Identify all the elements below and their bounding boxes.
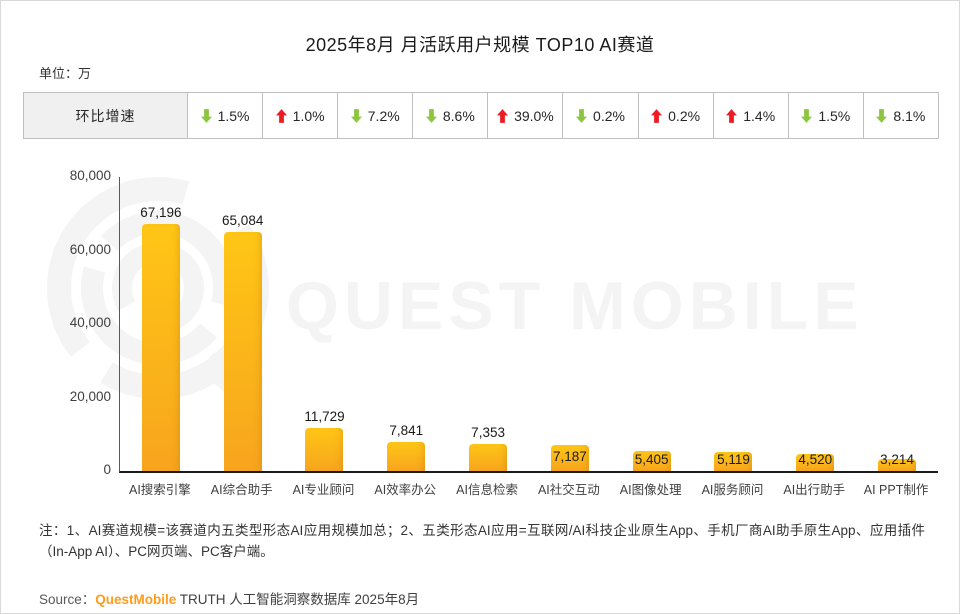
- growth-cell: 7.2%: [337, 93, 413, 138]
- x-axis-label: AI信息检索: [456, 483, 518, 497]
- growth-value: 1.5%: [217, 107, 250, 124]
- growth-cell: 1.5%: [187, 93, 263, 138]
- bar-slot: 11,729: [284, 177, 366, 471]
- y-tick-label: 60,000: [69, 241, 111, 257]
- bar-slot: 5,405: [611, 177, 693, 471]
- bar: [878, 459, 917, 471]
- growth-cell: 8.1%: [862, 93, 938, 138]
- y-tick-label: 80,000: [69, 168, 111, 183]
- bar-slot: 3,214: [856, 177, 938, 471]
- up-arrow-icon: [275, 108, 287, 123]
- bar-value-label: 67,196: [140, 205, 182, 221]
- growth-value: 8.6%: [442, 107, 475, 124]
- bars: 67,196 65,084 11,729 7,841 7,353 7,187 5,405 5,…: [120, 177, 938, 471]
- bar-value-label: 11,729: [304, 408, 345, 424]
- growth-table: 环比增速 1.5% 1.0% 7.2% 8.6% 39.0% 0.2%: [23, 92, 939, 139]
- up-arrow-icon: [651, 108, 663, 123]
- growth-value: 8.1%: [893, 107, 926, 124]
- bar-chart: QUEST MOBILE 0 20,000 40,000 60,000 80,000 6…: [23, 161, 939, 511]
- growth-value: 1.4%: [743, 107, 776, 124]
- down-arrow-icon: [801, 108, 813, 123]
- growth-table-header: 环比增速: [24, 93, 187, 138]
- down-arrow-icon: [350, 108, 362, 123]
- y-axis: 0 20,000 40,000 60,000 80,000: [23, 168, 111, 477]
- bar-slot: 7,353: [447, 177, 529, 471]
- growth-cell: 8.6%: [412, 93, 488, 138]
- bar: [469, 444, 508, 471]
- page-title: 2025年8月 月活跃用户规模 TOP10 AI赛道: [305, 35, 655, 55]
- bar-value-label: 65,084: [222, 212, 264, 228]
- bar-slot: 5,119: [693, 177, 775, 471]
- unit-label: 单位：万: [39, 66, 92, 81]
- bar-slot: 65,084: [202, 177, 284, 471]
- up-arrow-icon: [497, 108, 509, 123]
- growth-cell: 39.0%: [487, 93, 563, 138]
- growth-cell: 1.5%: [787, 93, 863, 138]
- footnote: 注：1、AI赛道规模=该赛道内五类型形态AI应用规模加总；2、五类形态AI应用=…: [39, 523, 925, 559]
- x-axis-label: AI搜索引擎: [128, 483, 191, 497]
- growth-value: 0.2%: [593, 107, 625, 124]
- growth-value: 39.0%: [514, 107, 554, 124]
- bar: [223, 231, 262, 471]
- source-brand: QuestMobile: [95, 592, 177, 607]
- bar-value-label: 4,520: [798, 452, 833, 467]
- bar-value-label: 5,405: [634, 452, 669, 467]
- y-tick-label: 20,000: [69, 388, 111, 404]
- x-axis-label: AI PPT制作: [863, 483, 929, 497]
- growth-value: 0.2%: [668, 107, 701, 124]
- bar-value-label: 7,187: [552, 448, 587, 464]
- y-tick-label: 0: [103, 462, 111, 477]
- down-arrow-icon: [200, 108, 212, 123]
- x-axis-label: AI效率办公: [374, 483, 437, 497]
- bar-slot: 7,187: [529, 177, 611, 471]
- bar: [796, 454, 835, 471]
- x-axis-label: AI服务顾问: [701, 483, 764, 497]
- x-axis-label: AI出行助手: [783, 483, 846, 497]
- growth-cell: 1.4%: [712, 93, 788, 138]
- source-suffix: TRUTH 人工智能洞察数据库 2025年8月: [176, 592, 420, 607]
- growth-value: 1.5%: [818, 107, 851, 124]
- x-axis-label: AI图像处理: [619, 483, 682, 497]
- bar-value-label: 5,119: [717, 452, 750, 467]
- growth-cell: 1.0%: [262, 93, 338, 138]
- source-prefix: Source：: [39, 592, 96, 607]
- questmobile-text-watermark: QUEST MOBILE: [286, 268, 864, 344]
- bar-slot: 7,841: [365, 177, 447, 471]
- source-line: Source：QuestMobile TRUTH 人工智能洞察数据库 2025年…: [39, 588, 419, 608]
- bar: [305, 427, 344, 471]
- plot-area: 67,196 65,084 11,729 7,841 7,353 7,187 5,405 5,…: [119, 177, 938, 473]
- bar-value-label: 7,353: [471, 425, 505, 440]
- bar: [714, 452, 753, 471]
- down-arrow-icon: [576, 108, 588, 123]
- growth-cell: 0.2%: [562, 93, 638, 138]
- bar-value-label: 7,841: [389, 423, 424, 439]
- growth-value: 1.0%: [292, 107, 325, 124]
- x-axis-label: AI专业顾问: [292, 483, 355, 497]
- bar-slot: 4,520: [774, 177, 856, 471]
- category-axis: AI搜索引擎 AI综合助手 AI专业顾问 AI效率办公 AI信息检索 AI社交互动 AI图像…: [119, 479, 937, 498]
- x-axis-label: AI综合助手: [210, 483, 273, 497]
- growth-cell: 0.2%: [637, 93, 713, 138]
- x-axis-label: AI社交互动: [537, 483, 600, 497]
- y-tick-label: 40,000: [69, 315, 111, 330]
- bar: [387, 442, 426, 471]
- bar-value-label: 3,214: [880, 452, 914, 467]
- down-arrow-icon: [425, 108, 437, 123]
- up-arrow-icon: [726, 108, 738, 123]
- bar: [632, 451, 671, 471]
- down-arrow-icon: [876, 108, 888, 123]
- bar: [141, 224, 180, 471]
- growth-value: 7.2%: [367, 107, 400, 124]
- bar-slot: 67,196: [120, 177, 202, 471]
- bar: [550, 444, 589, 471]
